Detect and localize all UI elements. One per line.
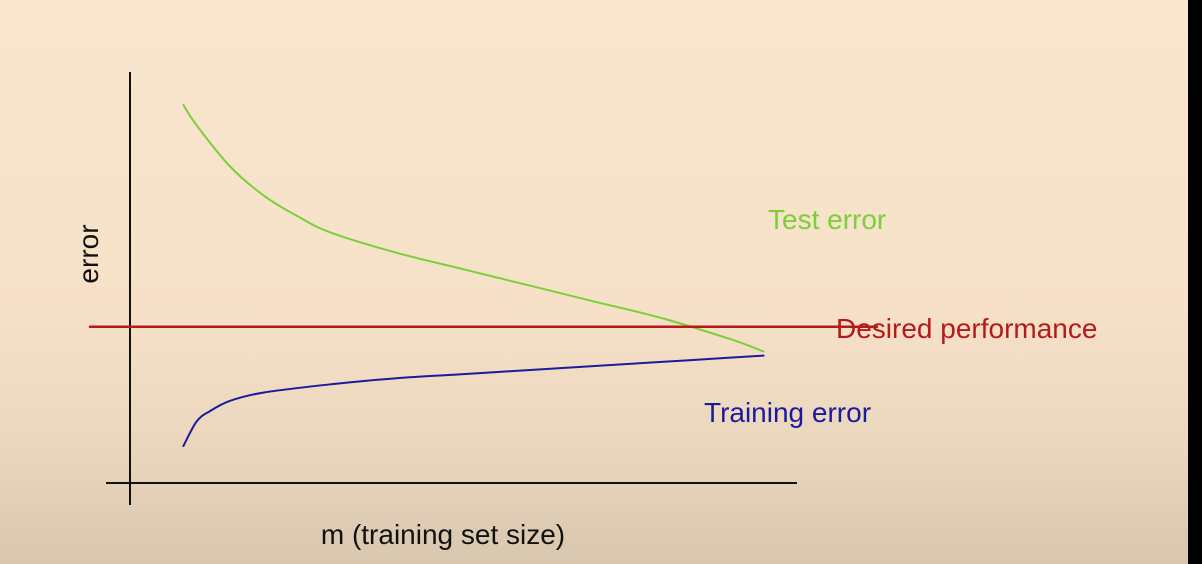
series-labels: Test error Desired performance Training … <box>704 204 1097 428</box>
series-layer <box>88 103 879 447</box>
test-error-line <box>182 103 765 353</box>
training-error-line <box>182 354 765 447</box>
series-label-test-error: Test error <box>768 204 886 235</box>
axes <box>106 72 797 505</box>
series-label-desired-performance: Desired performance <box>836 313 1097 344</box>
y-axis-label: error <box>73 224 104 283</box>
series-label-training-error: Training error <box>704 397 871 428</box>
x-axis-label: m (training set size) <box>321 519 565 550</box>
right-edge-strip <box>1188 0 1202 564</box>
